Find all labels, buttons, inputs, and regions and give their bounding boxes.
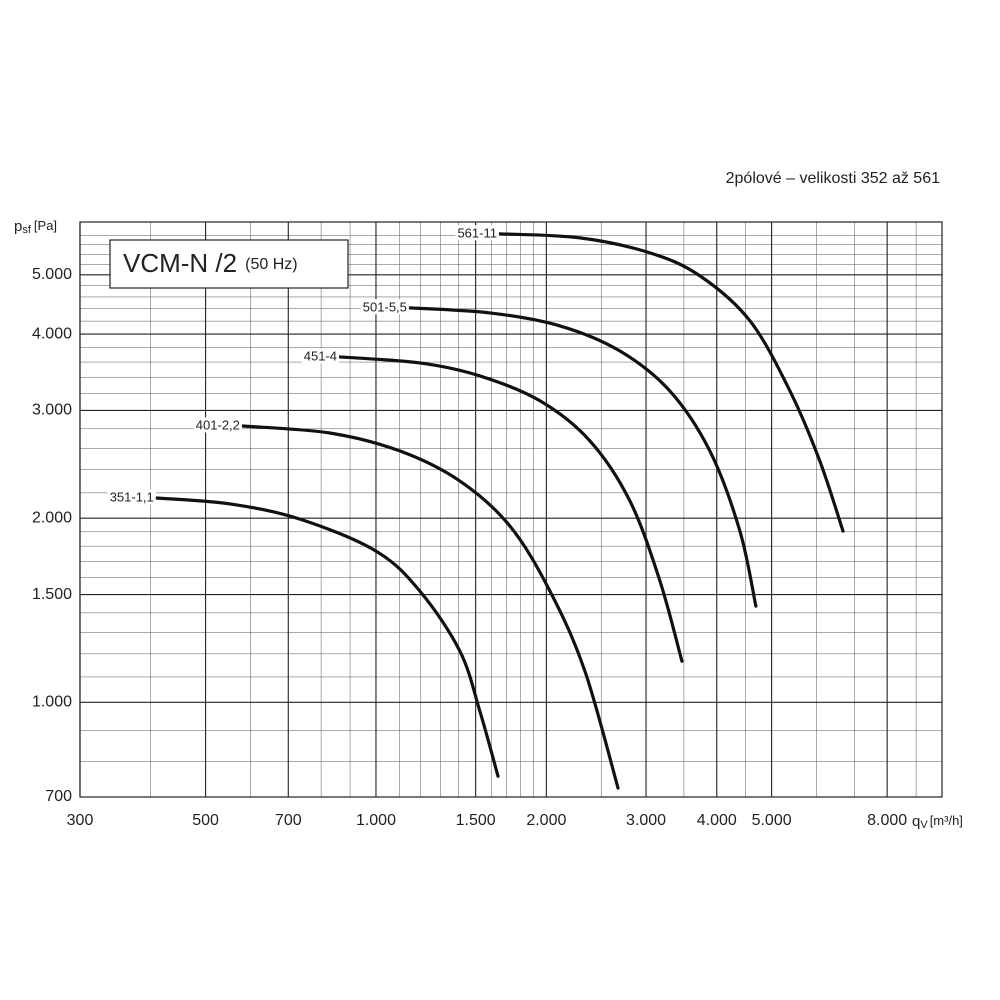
y-tick-label: 5.000 bbox=[32, 266, 72, 283]
y-tick-label: 700 bbox=[45, 788, 72, 805]
x-tick-label: 1.000 bbox=[356, 812, 396, 829]
y-tick-label: 1.000 bbox=[32, 693, 72, 710]
series-label-bg bbox=[107, 489, 156, 505]
y-tick-label: 3.000 bbox=[32, 402, 72, 419]
x-tick-label: 500 bbox=[192, 812, 219, 829]
x-axis-label: qV [m³/h] bbox=[912, 813, 963, 831]
series-label-bg bbox=[455, 225, 499, 241]
y-label-unit: [Pa] bbox=[34, 218, 57, 233]
x-tick-label: 1.500 bbox=[456, 812, 496, 829]
x-label-unit: [m³/h] bbox=[930, 813, 963, 828]
series-label: 401-2,2 bbox=[196, 417, 240, 432]
series-label: 501-5,5 bbox=[363, 299, 407, 314]
x-tick-label: 700 bbox=[275, 812, 302, 829]
plot-frame bbox=[79, 221, 943, 798]
title-box bbox=[109, 239, 349, 289]
series-label: 351-1,1 bbox=[110, 489, 154, 504]
y-tick-label: 1.500 bbox=[32, 586, 72, 603]
chart-subtitle: 2pólové – velikosti 352 až 561 bbox=[726, 170, 940, 187]
x-tick-label: 300 bbox=[67, 812, 94, 829]
y-label-subscript: sf bbox=[22, 224, 32, 236]
x-tick-label: 5.000 bbox=[752, 812, 792, 829]
x-tick-label: 4.000 bbox=[697, 812, 737, 829]
title-note: (50 Hz) bbox=[245, 256, 297, 273]
x-tick-label: 2.000 bbox=[526, 812, 566, 829]
y-axis-label: psf [Pa] bbox=[14, 218, 57, 236]
chart-title: VCM-N /2 (50 Hz) bbox=[123, 248, 298, 278]
y-tick-label: 4.000 bbox=[32, 325, 72, 342]
series-label-bg bbox=[360, 299, 409, 315]
fan-curve bbox=[338, 355, 684, 663]
series-label-bg bbox=[193, 417, 242, 433]
x-tick-label: 3.000 bbox=[626, 812, 666, 829]
fan-curve bbox=[155, 496, 500, 778]
y-label-symbol: p bbox=[14, 218, 22, 235]
series-label: 561-11 bbox=[457, 225, 497, 240]
x-label-symbol: q bbox=[912, 813, 920, 830]
fan-curve bbox=[408, 306, 758, 608]
series-label: 451-4 bbox=[304, 348, 337, 363]
title-main: VCM-N /2 bbox=[123, 248, 237, 278]
x-label-subscript: V bbox=[920, 819, 928, 831]
x-tick-label: 8.000 bbox=[867, 812, 907, 829]
fan-curve bbox=[498, 232, 845, 533]
fan-curve bbox=[241, 424, 620, 790]
series-label-bg bbox=[301, 348, 340, 364]
y-tick-label: 2.000 bbox=[32, 509, 72, 526]
